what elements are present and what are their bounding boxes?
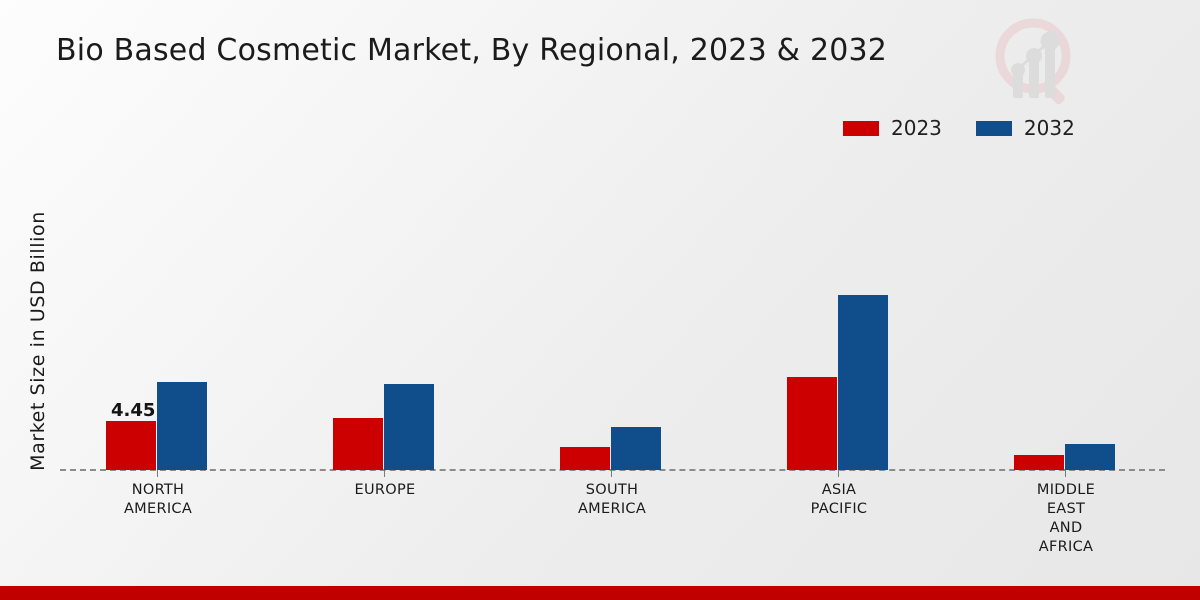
category-label-line: ASIA <box>821 482 857 498</box>
bar-group-europe: EUROPE <box>285 0 485 560</box>
category-label-line: AFRICA <box>1038 539 1094 555</box>
chart-title: Bio Based Cosmetic Market, By Regional, … <box>56 33 888 68</box>
bar-2023-asia-pacific[interactable] <box>787 377 837 470</box>
axis-tick-north-america <box>157 470 158 477</box>
axis-tick-europe <box>384 470 385 477</box>
category-label-line: EUROPE <box>354 482 416 498</box>
category-label-north-america: NORTH AMERICA <box>58 481 258 519</box>
value-label-north-america-2023: 4.45 <box>111 400 156 421</box>
category-label-line: NORTH <box>131 482 185 498</box>
category-label-line: EAST <box>1046 501 1086 517</box>
chart-legend: 2023 2032 <box>843 118 1075 138</box>
legend-swatch-2032 <box>975 120 1012 136</box>
category-label-line: AND <box>1049 520 1083 536</box>
axis-tick-south-america <box>611 470 612 477</box>
category-label-line: PACIFIC <box>810 501 868 517</box>
axis-tick-asia-pacific <box>838 470 839 477</box>
bar-2032-north-america[interactable] <box>157 382 207 470</box>
legend-item-2032[interactable]: 2032 <box>975 116 1075 140</box>
bar-2032-asia-pacific[interactable] <box>838 295 888 470</box>
bar-group-middle-east-and-africa: MIDDLE EAST AND AFRICA <box>966 0 1166 560</box>
legend-swatch-2023 <box>843 120 879 136</box>
legend-label-2023: 2023 <box>891 116 942 140</box>
bar-2023-north-america[interactable] <box>106 421 156 470</box>
category-label-europe: EUROPE <box>285 481 485 500</box>
bar-group-south-america: SOUTH AMERICA <box>512 0 712 560</box>
category-label-line: AMERICA <box>123 501 193 517</box>
bar-group-asia-pacific: ASIA PACIFIC <box>739 0 939 560</box>
footer-accent-bar <box>0 586 1200 600</box>
category-label-line: SOUTH <box>585 482 639 498</box>
category-label-middle-east-and-africa: MIDDLE EAST AND AFRICA <box>966 481 1166 557</box>
bar-2023-middle-east-and-africa[interactable] <box>1014 455 1064 470</box>
category-label-line: AMERICA <box>577 501 647 517</box>
plot-area: 4.45 NORTH AMERICA EUROPE <box>58 0 1166 560</box>
bar-2023-south-america[interactable] <box>560 447 610 470</box>
bar-2032-europe[interactable] <box>384 384 434 470</box>
legend-item-2023[interactable]: 2023 <box>843 118 942 138</box>
legend-label-2032: 2032 <box>1023 116 1075 140</box>
bar-2023-europe[interactable] <box>333 418 383 470</box>
category-label-line: MIDDLE <box>1036 482 1096 498</box>
category-label-asia-pacific: ASIA PACIFIC <box>739 481 939 519</box>
category-label-south-america: SOUTH AMERICA <box>512 481 712 519</box>
bar-group-north-america: 4.45 NORTH AMERICA <box>58 0 258 560</box>
bar-2032-south-america[interactable] <box>611 427 661 470</box>
axis-baseline <box>60 469 1165 471</box>
bar-2032-middle-east-and-africa[interactable] <box>1065 444 1115 470</box>
axis-tick-middle-east-and-africa <box>1065 470 1066 477</box>
